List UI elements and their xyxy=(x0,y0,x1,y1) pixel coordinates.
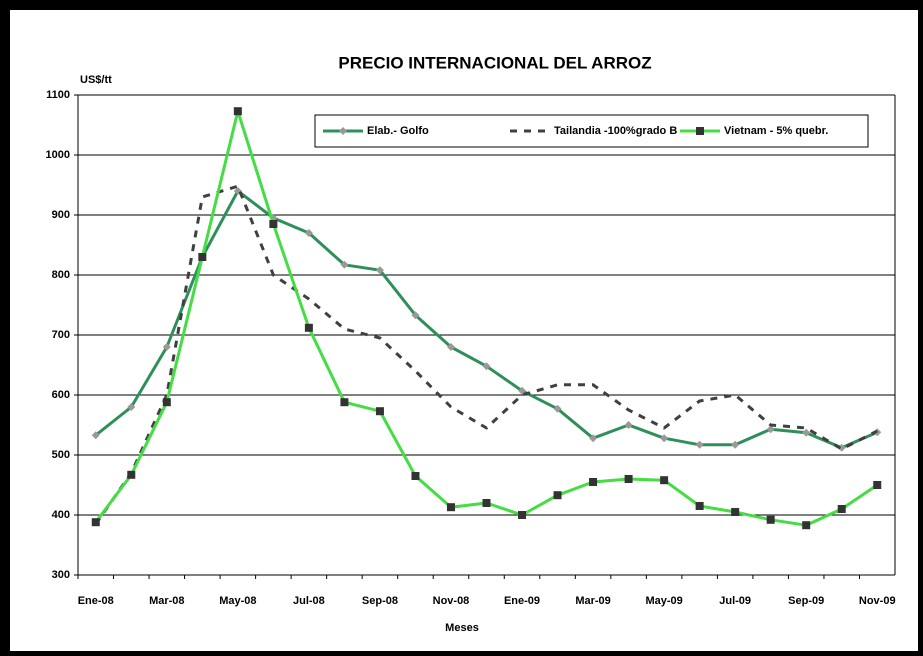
data-point xyxy=(375,266,384,275)
data-point xyxy=(766,425,775,434)
data-point xyxy=(269,220,278,228)
data-point xyxy=(482,362,491,371)
data-point xyxy=(198,253,207,261)
data-point xyxy=(731,508,740,516)
data-point xyxy=(695,440,704,449)
data-point xyxy=(837,505,846,513)
x-tick-label: Mar-09 xyxy=(575,595,610,607)
legend-label: Elab.- Golfo xyxy=(367,125,429,137)
legend-label: Tailandia -100%grado B xyxy=(554,125,677,137)
data-point xyxy=(518,386,527,395)
x-tick-label: Nov-08 xyxy=(433,595,470,607)
x-axis-label: Meses xyxy=(445,622,479,634)
y-tick-label: 1100 xyxy=(46,89,70,101)
data-point xyxy=(802,428,811,437)
legend-marker xyxy=(339,127,347,135)
legend-label: Vietnam - 5% quebr. xyxy=(724,125,828,137)
x-tick-label: Ene-09 xyxy=(504,595,540,607)
data-point xyxy=(162,343,171,351)
data-point xyxy=(553,404,562,413)
data-point xyxy=(91,431,100,440)
data-point xyxy=(127,470,136,479)
y-tick-label: 900 xyxy=(52,209,70,221)
y-tick-label: 800 xyxy=(52,269,70,281)
data-point xyxy=(446,343,455,351)
y-tick-label: 700 xyxy=(52,329,70,341)
data-point xyxy=(340,260,349,269)
data-point xyxy=(340,398,349,407)
data-point xyxy=(660,476,669,485)
data-point xyxy=(731,440,740,449)
data-point xyxy=(127,403,136,411)
chart-title: PRECIO INTERNACIONAL DEL ARROZ xyxy=(338,53,651,72)
x-tick-label: May-08 xyxy=(219,595,256,607)
data-point xyxy=(589,478,598,486)
data-point xyxy=(660,434,669,443)
data-point xyxy=(304,229,313,237)
data-point xyxy=(411,472,420,480)
data-point xyxy=(482,499,491,507)
data-point xyxy=(624,421,633,429)
data-point xyxy=(233,107,242,116)
data-point xyxy=(375,407,384,416)
x-tick-label: Jul-09 xyxy=(719,595,751,607)
data-point xyxy=(304,323,313,332)
y-axis-label: US$/tt xyxy=(80,74,112,86)
data-point xyxy=(873,481,882,489)
x-tick-label: Sep-09 xyxy=(788,595,824,607)
data-point xyxy=(91,518,100,527)
x-tick-label: Nov-09 xyxy=(859,595,896,607)
x-tick-label: Jul-08 xyxy=(293,595,325,607)
y-tick-label: 600 xyxy=(52,389,70,401)
x-tick-label: Ene-08 xyxy=(78,595,114,607)
data-point xyxy=(695,502,704,510)
legend-box xyxy=(314,114,869,148)
y-tick-label: 400 xyxy=(52,509,70,521)
data-point xyxy=(766,515,775,524)
data-point xyxy=(624,475,633,483)
y-tick-label: 300 xyxy=(52,569,70,581)
data-point xyxy=(446,503,455,512)
data-point xyxy=(553,491,562,500)
x-tick-label: Sep-08 xyxy=(362,595,398,607)
data-point xyxy=(518,511,527,519)
series-line xyxy=(94,184,878,525)
x-tick-label: May-09 xyxy=(645,595,682,607)
data-point xyxy=(802,521,811,530)
data-point xyxy=(162,398,171,407)
y-tick-label: 1000 xyxy=(46,149,70,161)
data-point xyxy=(837,443,846,452)
y-tick-label: 500 xyxy=(52,449,70,461)
legend-marker xyxy=(696,127,704,135)
x-tick-label: Mar-08 xyxy=(149,595,184,607)
data-point xyxy=(589,434,598,443)
data-point xyxy=(411,311,420,320)
